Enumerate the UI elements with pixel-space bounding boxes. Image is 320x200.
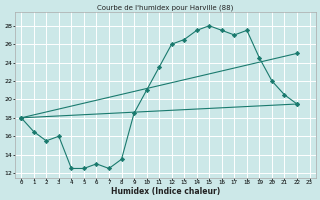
Title: Courbe de l'humidex pour Harville (88): Courbe de l'humidex pour Harville (88) [97, 4, 234, 11]
X-axis label: Humidex (Indice chaleur): Humidex (Indice chaleur) [111, 187, 220, 196]
